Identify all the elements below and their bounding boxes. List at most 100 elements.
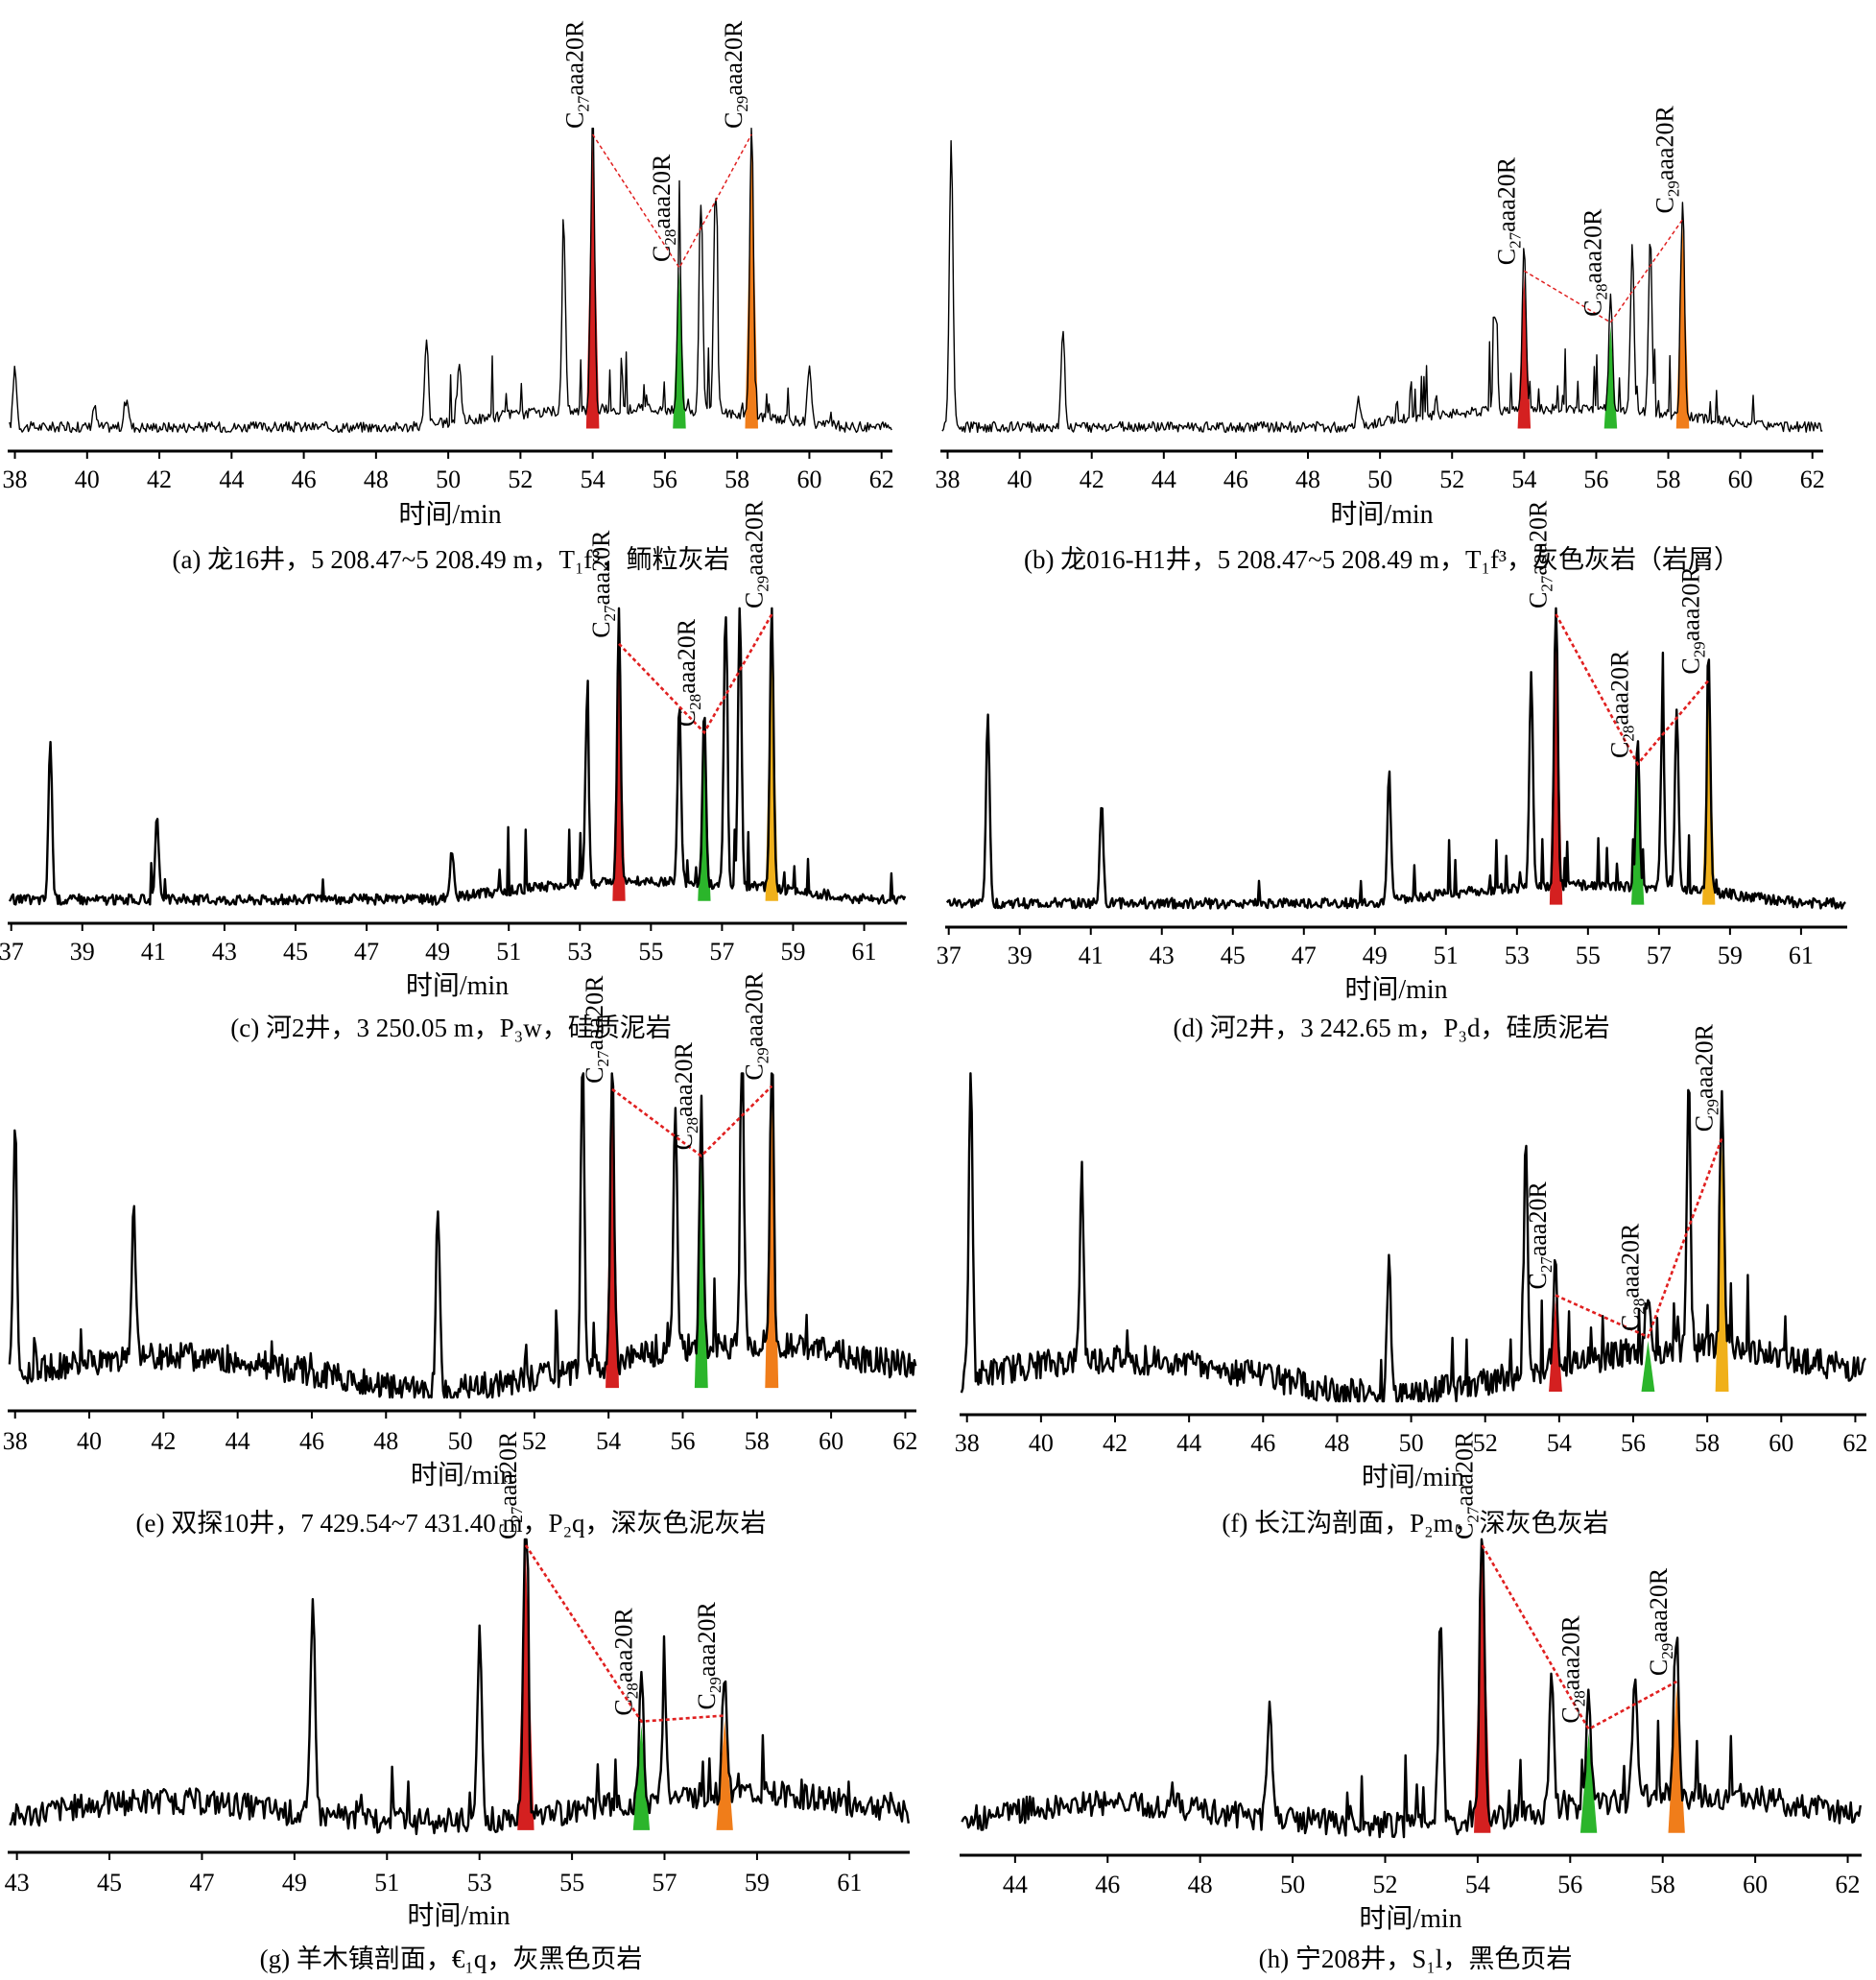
x-tick-label: 54 [596, 1427, 621, 1455]
x-tick-label: 57 [1647, 942, 1672, 969]
panel-caption: (h) 宁208井，S₁l，黑色页岩 [1259, 1944, 1573, 1973]
x-tick-label: 58 [724, 465, 749, 493]
x-tick-label: 37 [937, 942, 962, 969]
x-tick-label: 42 [147, 465, 172, 493]
x-tick-label: 53 [467, 1869, 492, 1897]
sterane-link-line [618, 613, 773, 735]
peak-fill-c28 [1603, 325, 1618, 429]
x-tick-label: 57 [653, 1869, 677, 1897]
peak-label-c29: C29aaa20R [1691, 1023, 1722, 1132]
x-axis-label: 时间/min [1359, 1903, 1461, 1934]
x-tick-label: 51 [374, 1869, 399, 1897]
peak-label-c29: C29aaa20R [740, 500, 772, 608]
x-tick-label: 48 [364, 465, 389, 493]
x-tick-label: 55 [638, 938, 663, 966]
peak-fill-c28 [1630, 768, 1645, 905]
x-tick-label: 43 [1150, 942, 1175, 969]
x-tick-label: 40 [1008, 465, 1033, 493]
x-tick-label: 39 [1008, 942, 1033, 969]
x-tick-label: 43 [5, 1869, 30, 1897]
peak-fill-c28 [632, 1725, 651, 1830]
x-tick-label: 59 [745, 1869, 770, 1897]
x-tick-label: 42 [1080, 465, 1104, 493]
peak-label-c28: C28aaa20R [670, 1041, 701, 1150]
x-tick-label: 51 [496, 938, 521, 966]
x-tick-label: 61 [852, 938, 877, 966]
x-tick-label: 39 [70, 938, 95, 966]
peak-label-c27: C27aaa20R [1451, 1431, 1483, 1539]
peak-label-c28: C28aaa20R [1616, 1223, 1648, 1331]
x-tick-label: 58 [1695, 1429, 1720, 1457]
x-tick-label: 58 [1650, 1871, 1675, 1898]
panel-b: C27aaa20R C28aaa20R C29aaa20R 38 40 42 44 46 48 5… [936, 106, 1825, 574]
chromatogram-trace [960, 1072, 1867, 1403]
x-tick-label: 46 [292, 465, 317, 493]
x-tick-label: 54 [581, 465, 606, 493]
peak-label-c29: C29aaa20R [740, 972, 772, 1081]
panel-caption: (c) 河2井，3 250.05 m，P₃w，硅质泥岩 [230, 1014, 671, 1042]
x-tick-label: 61 [1789, 942, 1814, 969]
x-tick-label: 59 [1718, 942, 1743, 969]
x-tick-label: 50 [448, 1427, 473, 1455]
x-axis-label: 时间/min [1330, 499, 1433, 530]
peak-fill-c29 [1715, 1141, 1729, 1392]
x-tick-label: 44 [219, 465, 244, 493]
peak-label-c29: C29aaa20R [1645, 1567, 1676, 1676]
peak-fill-c29 [765, 1089, 779, 1389]
peak-label-c29: C29aaa20R [693, 1602, 724, 1710]
x-tick-label: 60 [1743, 1871, 1768, 1898]
x-tick-label: 55 [559, 1869, 584, 1897]
chromatogram-trace [8, 607, 907, 906]
x-tick-label: 49 [1363, 942, 1388, 969]
peak-fill-c28 [1579, 1732, 1598, 1833]
x-tick-label: 37 [0, 938, 24, 966]
peak-label-c27: C27aaa20R [1492, 156, 1524, 265]
x-tick-label: 42 [1103, 1429, 1128, 1457]
panel-a: C27aaa20R C28aaa20R C29aaa20R 38 40 42 44 46 48 5… [3, 20, 894, 574]
x-tick-label: 56 [670, 1427, 695, 1455]
x-tick-label: 41 [141, 938, 166, 966]
x-tick-label: 45 [97, 1869, 122, 1897]
x-tick-label: 62 [892, 1427, 917, 1455]
x-tick-label: 62 [1836, 1871, 1861, 1898]
x-tick-label: 47 [189, 1869, 214, 1897]
x-axis-label: 时间/min [407, 1900, 510, 1931]
peak-label-c28: C28aaa20R [673, 618, 704, 727]
peak-label-c29: C29aaa20R [720, 20, 751, 129]
x-tick-label: 50 [1280, 1871, 1305, 1898]
panel-g: C27aaa20R C28aaa20R C29aaa20R 43 45 47 49 51 53 5… [5, 1431, 910, 1973]
peak-label-c27: C27aaa20R [1524, 1181, 1555, 1290]
panel-caption: (d) 河2井，3 242.65 m，P₃d，硅质泥岩 [1174, 1014, 1610, 1042]
panel-caption: (f) 长江沟剖面，P₂m，深灰色灰岩 [1222, 1509, 1608, 1538]
x-tick-label: 52 [1439, 465, 1464, 493]
peak-label-c27: C27aaa20R [1525, 500, 1556, 608]
x-tick-label: 49 [282, 1869, 307, 1897]
chromatogram-trace [8, 1072, 917, 1399]
x-tick-label: 58 [745, 1427, 770, 1455]
peak-label-c27: C27aaa20R [561, 20, 593, 129]
peak-label-c27: C27aaa20R [494, 1431, 526, 1539]
x-tick-label: 60 [1728, 465, 1753, 493]
peak-label-c28: C28aaa20R [1606, 650, 1638, 758]
x-tick-label: 60 [796, 465, 821, 493]
chromatogram-trace [941, 140, 1823, 434]
x-tick-label: 55 [1576, 942, 1601, 969]
peak-fill-c29 [716, 1719, 733, 1830]
x-tick-label: 57 [709, 938, 734, 966]
x-axis-label: 时间/min [406, 970, 509, 1001]
x-tick-label: 38 [955, 1429, 980, 1457]
sterane-link-line [611, 1085, 773, 1158]
x-tick-label: 45 [283, 938, 308, 966]
x-tick-label: 45 [1221, 942, 1246, 969]
sterane-link-line [1523, 219, 1684, 323]
x-tick-label: 46 [1223, 465, 1248, 493]
peak-fill-c27 [1517, 274, 1532, 429]
x-axis-label: 时间/min [1362, 1462, 1464, 1492]
chromatogram-trace [961, 1538, 1862, 1839]
x-tick-label: 52 [508, 465, 533, 493]
x-axis-label: 时间/min [1344, 974, 1447, 1005]
x-tick-label: 62 [1800, 465, 1825, 493]
x-tick-label: 54 [1465, 1871, 1490, 1898]
